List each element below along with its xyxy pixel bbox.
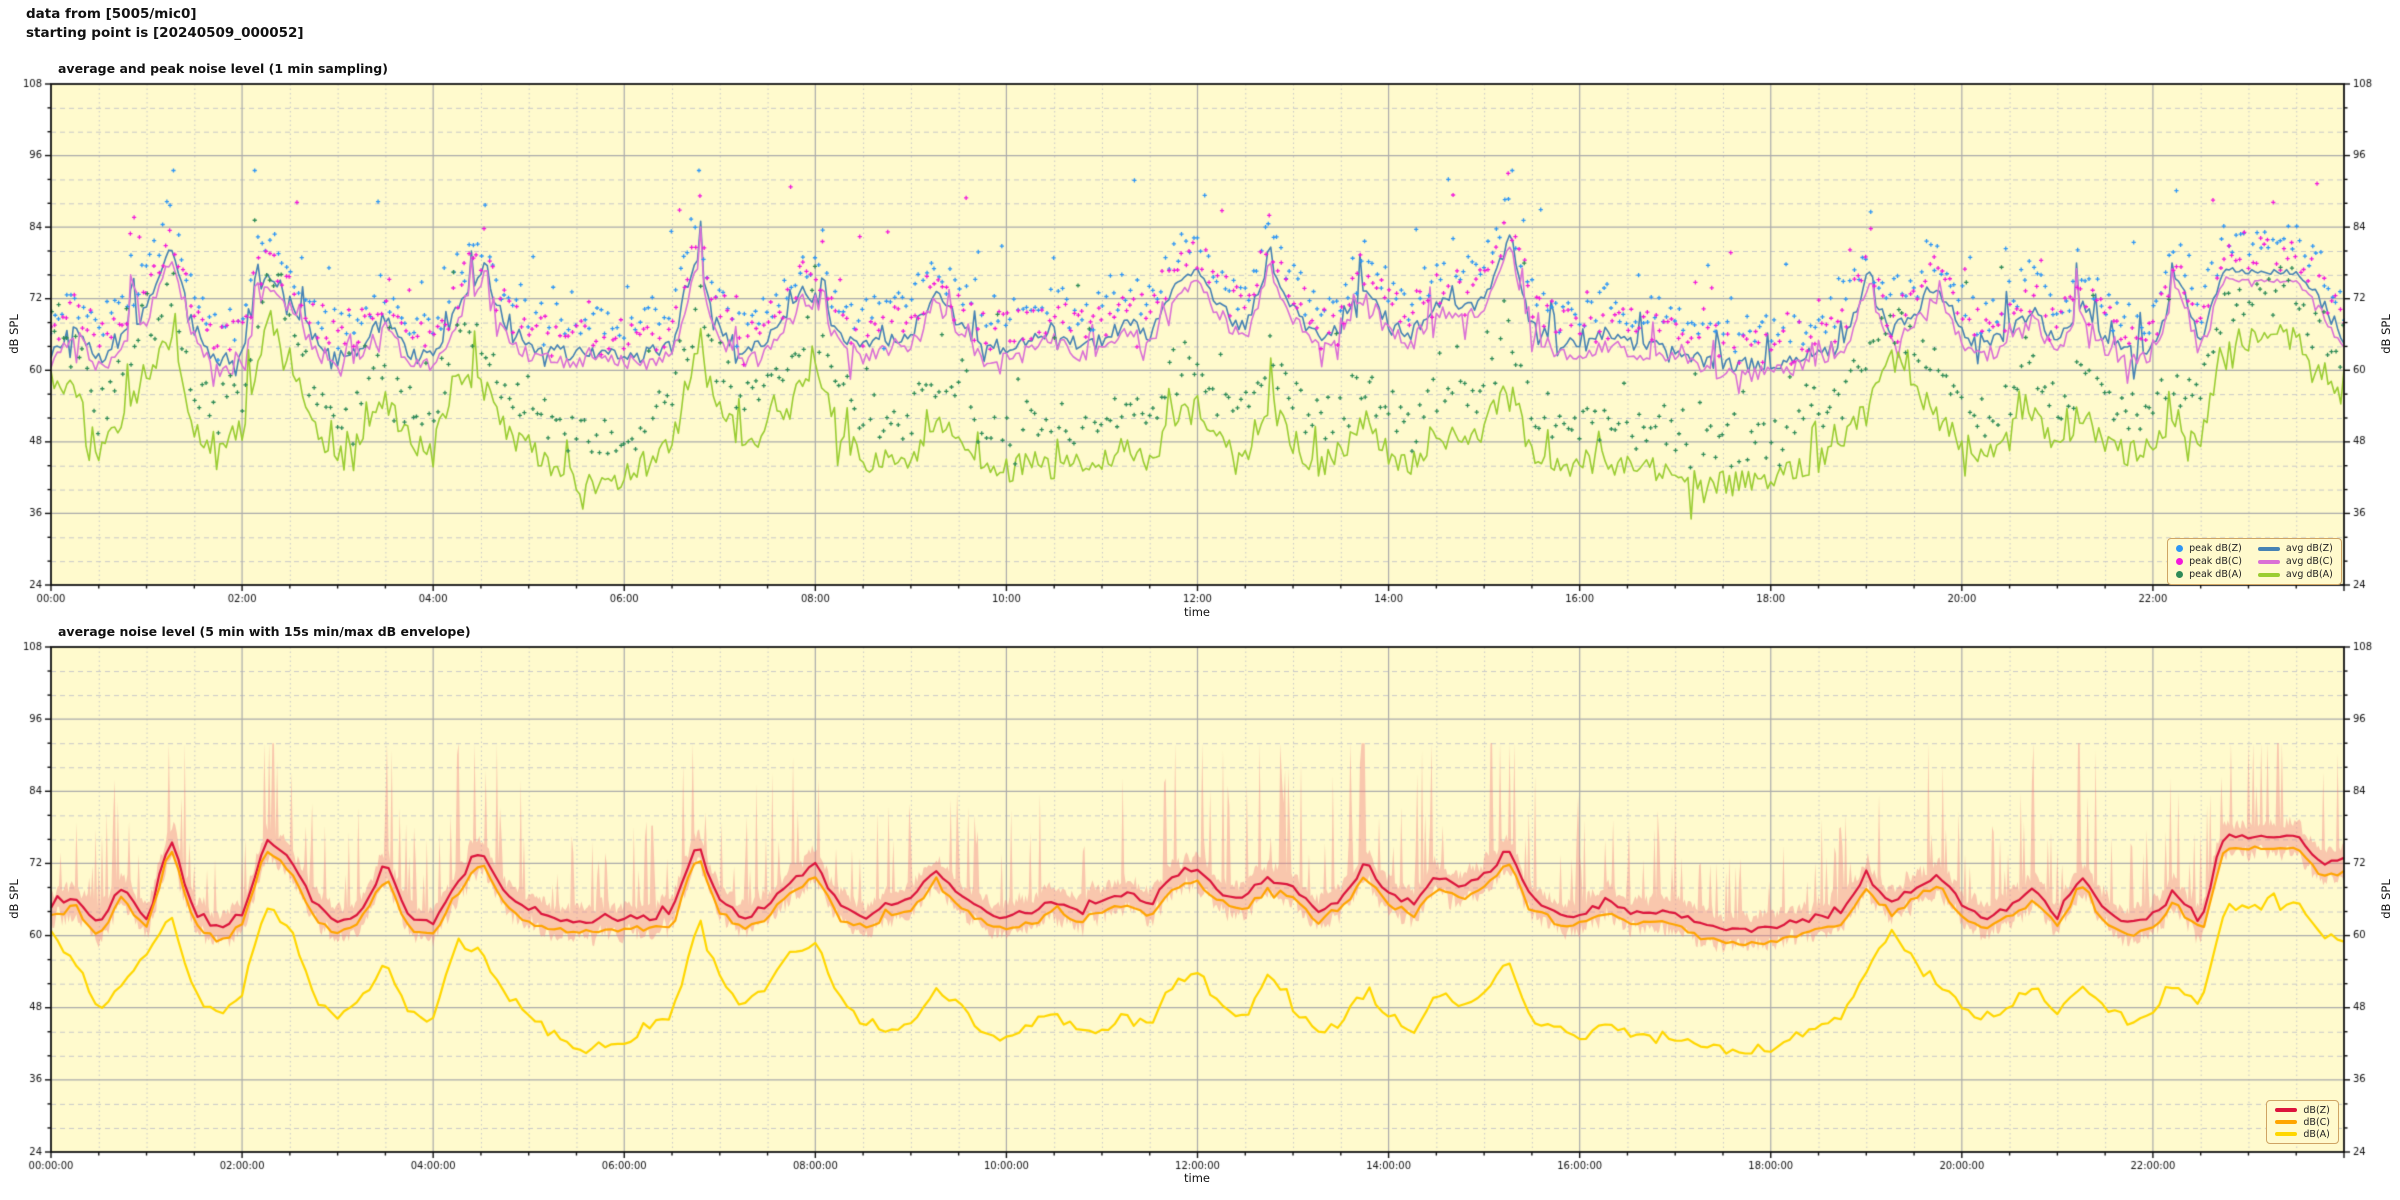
legend-item: peak dB(A) bbox=[2176, 568, 2242, 581]
legend-label: peak dB(A) bbox=[2189, 569, 2242, 580]
legend-label: dB(A) bbox=[2303, 1128, 2330, 1140]
chart2-title: average noise level (5 min with 15s min/… bbox=[58, 624, 471, 639]
chart2-ylabel-left: dB SPL bbox=[7, 879, 21, 919]
legend-label: avg dB(Z) bbox=[2285, 543, 2333, 554]
chart1-xlabel: time bbox=[1184, 605, 1210, 619]
legend-item: avg dB(Z) bbox=[2257, 542, 2333, 555]
legend-item: avg dB(C) bbox=[2257, 555, 2333, 568]
chart1-legend: peak dB(Z) peak dB(C) peak dB(A) avg dB(Z) a… bbox=[2167, 538, 2342, 585]
legend-item: peak dB(C) bbox=[2176, 555, 2242, 568]
chart1-title: average and peak noise level (1 min samp… bbox=[58, 61, 388, 76]
legend-label: dB(Z) bbox=[2303, 1104, 2330, 1116]
legend-label: peak dB(Z) bbox=[2189, 543, 2242, 554]
legend-label: avg dB(A) bbox=[2285, 569, 2333, 580]
legend-item: avg dB(A) bbox=[2257, 568, 2333, 581]
chart2-xlabel: time bbox=[1184, 1171, 1210, 1185]
legend-item: dB(C) bbox=[2275, 1116, 2330, 1128]
header: data from [5005/mic0] starting point is … bbox=[26, 5, 304, 43]
legend-label: peak dB(C) bbox=[2189, 556, 2242, 567]
dot-marker-icon bbox=[2176, 558, 2184, 565]
chart1-ylabel-right: dB SPL bbox=[2379, 314, 2393, 354]
line-marker-icon bbox=[2257, 546, 2280, 551]
chart2-ylabel-right: dB SPL bbox=[2379, 879, 2393, 919]
line-marker-icon bbox=[2275, 1108, 2298, 1112]
line-marker-icon bbox=[2257, 559, 2280, 564]
legend-item: dB(A) bbox=[2275, 1128, 2330, 1140]
legend-label: dB(C) bbox=[2303, 1116, 2330, 1128]
chart2-legend: dB(Z) dB(C) dB(A) bbox=[2266, 1100, 2339, 1144]
line-marker-icon bbox=[2275, 1120, 2298, 1124]
legend-label: avg dB(C) bbox=[2285, 556, 2333, 567]
line-marker-icon bbox=[2275, 1132, 2298, 1136]
legend-item: dB(Z) bbox=[2275, 1104, 2330, 1116]
dot-marker-icon bbox=[2176, 571, 2184, 578]
legend-item: peak dB(Z) bbox=[2176, 542, 2242, 555]
header-line1: data from [5005/mic0] bbox=[26, 6, 197, 22]
line-marker-icon bbox=[2257, 572, 2280, 577]
header-line2: starting point is [20240509_000052] bbox=[26, 25, 304, 41]
chart1-ylabel-left: dB SPL bbox=[7, 314, 21, 354]
dot-marker-icon bbox=[2176, 545, 2184, 552]
